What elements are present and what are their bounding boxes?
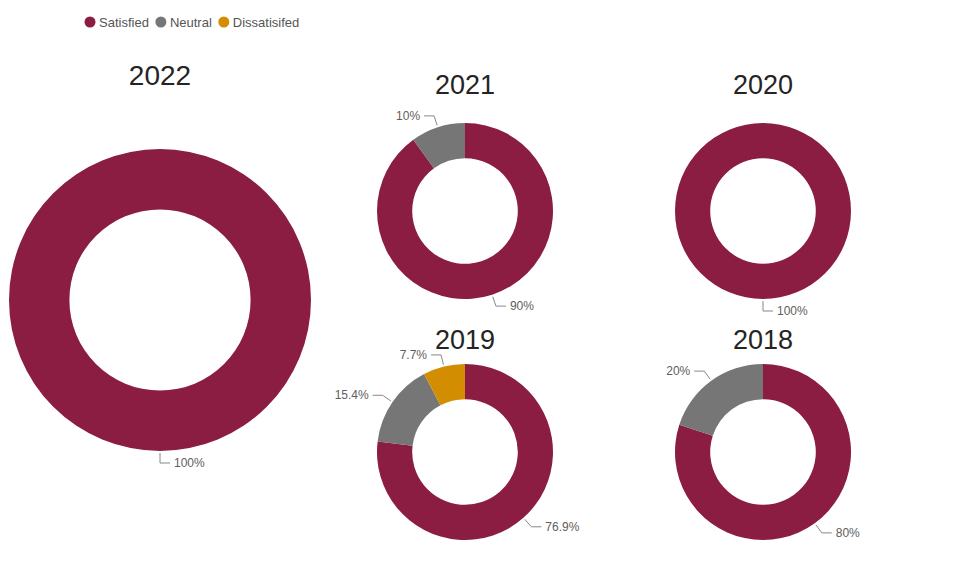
- slices: [377, 123, 553, 299]
- donut-chart: 2020 100%: [675, 70, 851, 318]
- slices: [377, 364, 553, 540]
- donut-slice: [763, 123, 764, 158]
- donut-slice: [424, 364, 465, 405]
- data-label: 100%: [174, 456, 205, 470]
- legend-swatch: [155, 17, 166, 28]
- donut-slice: [160, 149, 161, 209]
- slices: [9, 149, 311, 451]
- data-label: 100%: [777, 304, 808, 318]
- donut-slice: [377, 123, 553, 299]
- data-label: 15.4%: [335, 388, 369, 402]
- donut-title: 2019: [435, 325, 495, 355]
- donut-title: 2018: [733, 325, 793, 355]
- donut-slice: [675, 123, 851, 299]
- data-labels: 100%: [763, 301, 808, 318]
- donut-chart: 2018 80% 20%: [666, 325, 860, 540]
- leader-line: [431, 355, 443, 365]
- donut-chart: 2019 76.9% 15.4% 7.7%: [335, 325, 580, 540]
- chart-canvas: Satisfied Neutral Dissatisifed 2022 100% 2021…: [0, 0, 980, 570]
- data-labels: 80% 20%: [666, 364, 860, 540]
- leader-line: [493, 297, 506, 307]
- data-label: 10%: [396, 109, 420, 123]
- donut-title: 2020: [733, 70, 793, 100]
- donut-slice: [465, 123, 466, 158]
- donut-slice: [377, 364, 553, 540]
- donut-title: 2022: [129, 60, 191, 91]
- leader-line: [525, 519, 542, 526]
- data-label: 7.7%: [400, 348, 428, 362]
- data-label: 76.9%: [545, 520, 579, 534]
- data-labels: 100%: [160, 453, 205, 470]
- donut-slice: [675, 364, 851, 540]
- donut-slice: [763, 364, 764, 399]
- data-label: 20%: [666, 364, 690, 378]
- leader-line: [373, 395, 391, 401]
- data-label: 90%: [510, 299, 534, 313]
- donut-slice: [160, 149, 161, 209]
- donut-chart: 2022 100%: [9, 60, 311, 470]
- legend-item: Neutral: [155, 15, 212, 30]
- donut-slice: [413, 123, 465, 168]
- legend-item: Dissatisifed: [218, 15, 299, 30]
- leader-line: [160, 453, 170, 463]
- leader-line: [424, 116, 437, 126]
- leader-line: [816, 525, 832, 533]
- legend: Satisfied Neutral Dissatisifed: [85, 15, 300, 30]
- leader-line: [694, 371, 710, 379]
- donut-title: 2021: [435, 70, 495, 100]
- legend-label: Dissatisifed: [233, 15, 299, 30]
- donut-chart: 2021 90% 10%: [377, 70, 553, 313]
- legend-swatch: [218, 17, 229, 28]
- legend-label: Satisfied: [99, 15, 149, 30]
- legend-swatch: [85, 17, 96, 28]
- donut-slice: [9, 149, 311, 451]
- slices: [675, 123, 851, 299]
- legend-item: Satisfied: [85, 15, 149, 30]
- data-labels: 76.9% 15.4% 7.7%: [335, 348, 580, 534]
- donut-slice: [763, 123, 764, 158]
- data-labels: 90% 10%: [396, 109, 534, 313]
- legend-label: Neutral: [170, 15, 212, 30]
- donut-slice: [679, 364, 763, 436]
- leader-line: [763, 301, 773, 311]
- slices: [675, 364, 851, 540]
- data-label: 80%: [836, 526, 860, 540]
